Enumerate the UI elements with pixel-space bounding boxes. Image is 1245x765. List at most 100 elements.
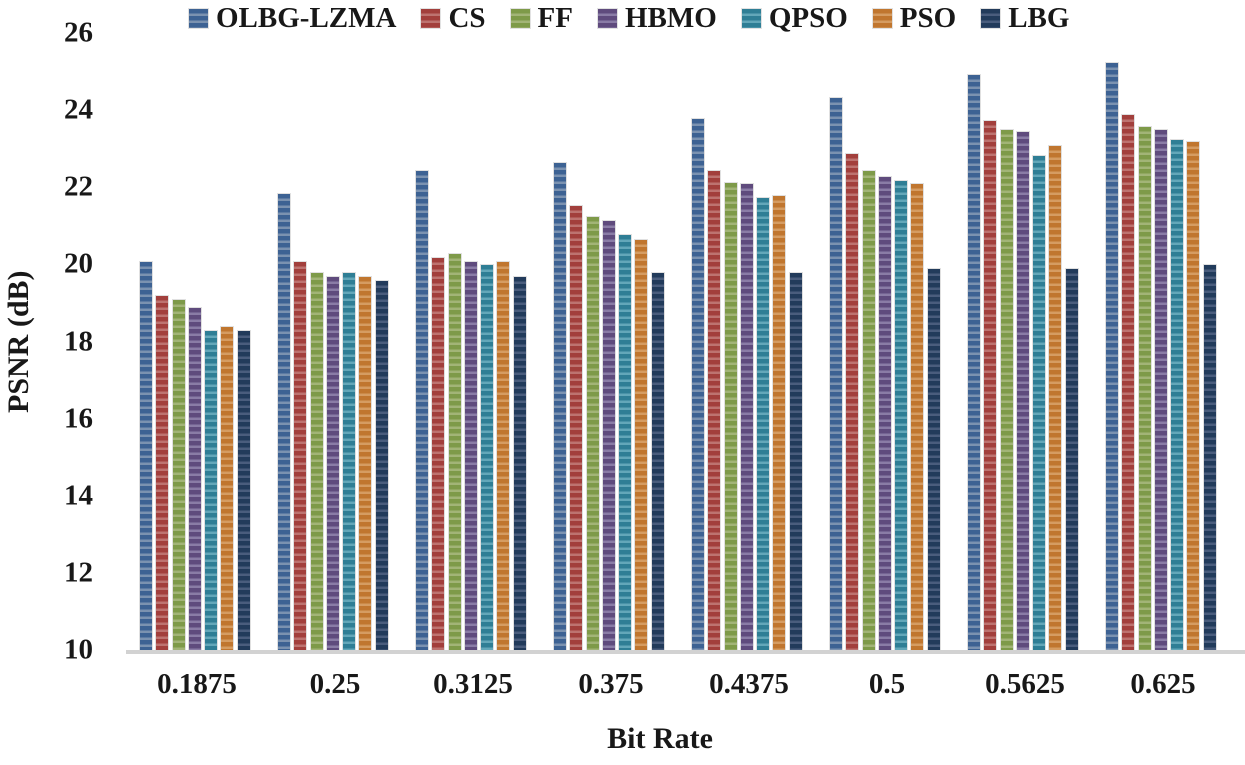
y-tick-label: 26 [64, 16, 93, 49]
bar-lbg-0.5625 [1064, 268, 1079, 650]
bar-hbmo-0.5625 [1015, 131, 1030, 650]
bar-group-0.375 [553, 33, 665, 650]
x-axis-line [126, 650, 1245, 654]
legend-label: PSO [899, 1, 957, 34]
bar-olbg-lzma-0.25 [277, 193, 291, 650]
legend-swatch-icon [980, 7, 1002, 29]
bar-olbg-lzma-0.1875 [139, 260, 153, 650]
y-tick-label: 22 [64, 170, 93, 203]
x-tick-label: 0.375 [578, 668, 644, 700]
bar-ff-0.5 [861, 169, 876, 650]
bar-ff-0.1875 [171, 299, 186, 650]
legend-swatch-icon [509, 7, 531, 29]
bar-olbg-lzma-0.5 [829, 96, 843, 650]
bar-cs-0.5625 [983, 119, 998, 650]
y-tick-label: 20 [64, 247, 93, 280]
x-tick-label: 0.3125 [433, 668, 513, 700]
bar-group-0.1875 [139, 33, 251, 650]
bar-hbmo-0.375 [601, 220, 616, 650]
bar-cs-0.375 [569, 204, 584, 650]
legend-label: OLBG-LZMA [216, 1, 397, 34]
bar-lbg-0.4375 [788, 272, 803, 650]
bar-qpso-0.5625 [1032, 154, 1047, 650]
y-tick-label: 10 [64, 633, 93, 666]
bar-ff-0.5625 [999, 129, 1014, 650]
y-tick-label: 12 [64, 556, 93, 589]
legend-swatch-icon [596, 7, 618, 29]
bar-pso-0.4375 [772, 195, 787, 650]
bar-qpso-0.25 [342, 272, 357, 650]
bar-pso-0.375 [634, 239, 649, 650]
bar-ff-0.25 [309, 272, 324, 650]
x-tick-label: 0.5625 [985, 668, 1065, 700]
legend-swatch-icon [871, 7, 893, 29]
legend-item-ff: FF [509, 1, 573, 35]
bar-pso-0.625 [1186, 141, 1201, 650]
legend-label: QPSO [768, 1, 848, 34]
legend-item-lbg: LBG [980, 2, 1069, 35]
bar-qpso-0.625 [1170, 139, 1185, 650]
bar-pso-0.5 [910, 183, 925, 650]
x-tick-label: 0.625 [1130, 668, 1196, 700]
y-tick-label: 24 [64, 93, 93, 126]
bar-group-0.3125 [415, 33, 527, 650]
bar-group-0.4375 [691, 33, 803, 650]
legend-item-cs: CS [420, 1, 486, 35]
bar-lbg-0.5 [926, 268, 941, 650]
bar-lbg-0.1875 [236, 329, 251, 650]
bar-hbmo-0.625 [1153, 129, 1168, 650]
bar-cs-0.4375 [707, 169, 722, 650]
legend-label: LBG [1008, 1, 1070, 34]
bar-olbg-lzma-0.375 [553, 162, 567, 650]
legend-swatch-icon [188, 7, 209, 29]
bar-cs-0.1875 [155, 295, 170, 650]
x-tick-label: 0.1875 [157, 668, 237, 700]
y-tick-label: 16 [64, 402, 93, 435]
bar-ff-0.625 [1137, 125, 1152, 650]
legend-label: FF [537, 1, 573, 34]
bar-olbg-lzma-0.625 [1105, 61, 1119, 650]
bar-group-0.25 [277, 33, 389, 650]
bar-olbg-lzma-0.4375 [691, 117, 705, 650]
bar-hbmo-0.4375 [739, 183, 754, 650]
legend-label: CS [448, 1, 486, 34]
bar-hbmo-0.1875 [187, 306, 202, 650]
bar-lbg-0.375 [650, 272, 665, 650]
x-tick-label: 0.5 [868, 668, 906, 700]
chart-legend: OLBG-LZMA CS FF HBMO QPSO PSO LBG [188, 2, 1069, 34]
x-tick-label: 0.4375 [709, 668, 789, 700]
legend-swatch-icon [420, 7, 442, 29]
bar-ff-0.4375 [723, 181, 738, 650]
bar-hbmo-0.5 [877, 175, 892, 650]
bar-lbg-0.625 [1202, 264, 1217, 650]
x-axis-title: Bit Rate [607, 722, 713, 755]
bar-qpso-0.3125 [480, 264, 495, 650]
bar-pso-0.5625 [1048, 144, 1063, 650]
bar-hbmo-0.3125 [463, 260, 478, 650]
bar-olbg-lzma-0.3125 [415, 169, 429, 650]
bar-olbg-lzma-0.5625 [967, 73, 981, 650]
bar-ff-0.3125 [447, 252, 462, 650]
bar-cs-0.3125 [431, 256, 446, 650]
legend-item-olbg-lzma: OLBG-LZMA [188, 2, 396, 35]
bar-qpso-0.4375 [756, 196, 771, 650]
legend-item-qpso: QPSO [740, 1, 848, 35]
bar-group-0.625 [1105, 33, 1217, 650]
bar-qpso-0.1875 [204, 329, 219, 650]
legend-label: HBMO [624, 1, 717, 34]
bar-qpso-0.375 [618, 233, 633, 650]
legend-swatch-icon [740, 7, 762, 29]
bar-group-0.5625 [967, 33, 1079, 650]
bar-qpso-0.5 [894, 179, 909, 650]
bar-pso-0.1875 [220, 326, 235, 650]
bar-pso-0.3125 [496, 260, 511, 650]
bar-group-0.5 [829, 33, 941, 650]
legend-item-hbmo: HBMO [596, 1, 717, 35]
y-tick-label: 18 [64, 325, 93, 357]
bar-lbg-0.3125 [512, 275, 527, 650]
bar-cs-0.5 [845, 152, 860, 650]
bar-lbg-0.25 [374, 279, 389, 650]
legend-item-pso: PSO [871, 1, 957, 35]
bar-ff-0.375 [585, 216, 600, 650]
